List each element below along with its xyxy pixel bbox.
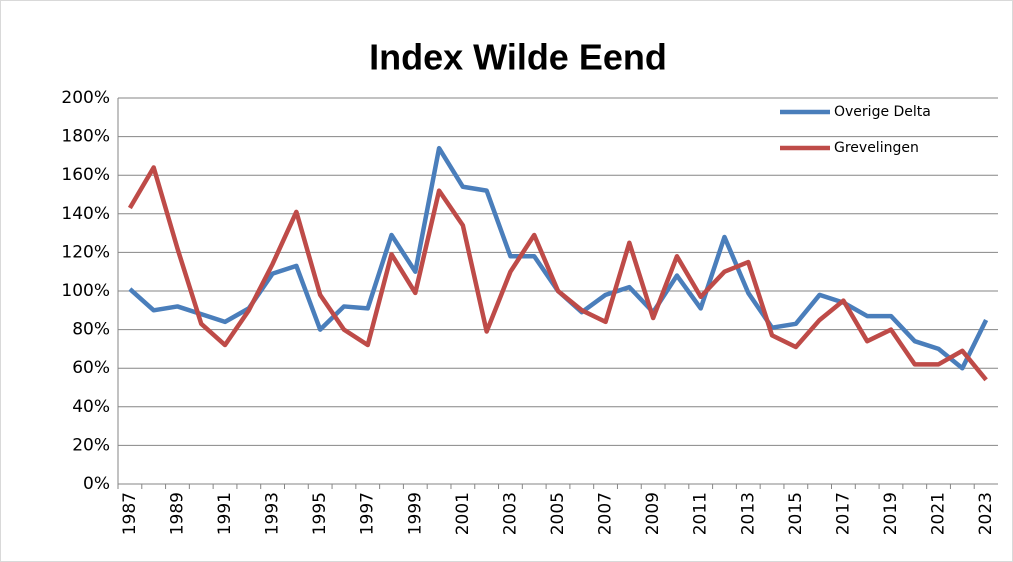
y-tick-label: 120% bbox=[61, 242, 110, 262]
y-tick-label: 100% bbox=[61, 281, 110, 301]
legend-label: Overige Delta bbox=[834, 104, 931, 120]
x-tick-label: 2023 bbox=[976, 492, 996, 535]
x-tick-label: 2013 bbox=[738, 492, 758, 535]
series-line bbox=[127, 165, 988, 382]
x-tick-label: 1993 bbox=[263, 492, 283, 535]
y-tick-label: 140% bbox=[61, 204, 110, 224]
y-tick-label: 80% bbox=[72, 320, 110, 340]
x-tick-label: 2015 bbox=[786, 492, 806, 535]
chart-title: Index Wilde Eend bbox=[369, 37, 667, 78]
x-tick-label: 1995 bbox=[310, 492, 330, 535]
y-tick-label: 20% bbox=[72, 435, 110, 455]
y-tick-label: 0% bbox=[83, 474, 110, 494]
x-tick-label: 1987 bbox=[120, 492, 140, 535]
y-tick-label: 180% bbox=[61, 127, 110, 147]
x-tick-label: 2007 bbox=[596, 492, 616, 535]
x-tick-label: 2005 bbox=[548, 492, 568, 535]
x-tick-label: 2001 bbox=[453, 492, 473, 535]
y-tick-label: 200% bbox=[61, 88, 110, 108]
x-tick-label: 2009 bbox=[643, 492, 663, 535]
x-tick-label: 1997 bbox=[358, 492, 378, 535]
y-tick-label: 60% bbox=[72, 358, 110, 378]
y-tick-label: 40% bbox=[72, 397, 110, 417]
x-tick-label: 1989 bbox=[167, 492, 187, 535]
x-tick-label: 2011 bbox=[691, 492, 711, 535]
x-tick-label: 2019 bbox=[881, 492, 901, 535]
legend-label: Grevelingen bbox=[834, 140, 919, 156]
x-tick-label: 2003 bbox=[500, 492, 520, 535]
x-tick-label: 2021 bbox=[929, 492, 949, 535]
x-tick-label: 2017 bbox=[833, 492, 853, 535]
x-tick-label: 1991 bbox=[215, 492, 235, 535]
y-tick-label: 160% bbox=[61, 165, 110, 185]
x-tick-label: 1999 bbox=[405, 492, 425, 535]
